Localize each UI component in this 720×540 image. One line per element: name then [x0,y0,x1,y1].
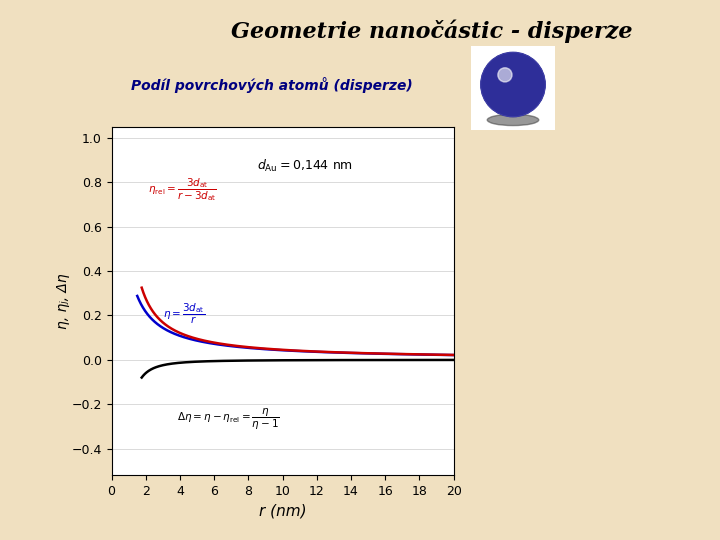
Circle shape [501,72,525,97]
Circle shape [485,56,541,113]
Circle shape [490,62,536,107]
Circle shape [495,66,531,103]
Circle shape [482,54,544,115]
X-axis label: r (nm): r (nm) [258,503,307,518]
Circle shape [508,79,518,90]
Circle shape [510,82,516,87]
Circle shape [487,59,539,110]
Circle shape [492,64,534,105]
Polygon shape [471,46,555,130]
Circle shape [487,58,539,111]
Circle shape [498,70,528,99]
Circle shape [491,63,535,106]
Circle shape [500,71,526,98]
Circle shape [495,67,531,102]
Circle shape [506,78,520,91]
Circle shape [508,80,518,89]
Circle shape [500,72,526,97]
Y-axis label: η, ηⱼ, Δη: η, ηⱼ, Δη [56,273,70,329]
Circle shape [500,71,526,98]
Circle shape [490,61,536,108]
Circle shape [508,79,518,90]
Circle shape [486,58,540,111]
Circle shape [509,80,517,89]
Circle shape [512,84,514,86]
Circle shape [504,76,522,93]
Circle shape [495,66,531,103]
Circle shape [482,53,544,116]
Circle shape [504,75,522,94]
Text: $d_{\rm Au} = 0{,}144\ {\rm nm}$: $d_{\rm Au} = 0{,}144\ {\rm nm}$ [257,158,353,174]
Circle shape [486,57,540,112]
Circle shape [488,59,538,110]
Text: $\eta_{\rm rel} = \dfrac{3d_{\rm at}}{r - 3d_{\rm at}}$: $\eta_{\rm rel} = \dfrac{3d_{\rm at}}{r … [148,176,217,202]
Circle shape [483,55,543,114]
Circle shape [482,53,544,116]
Circle shape [498,69,528,100]
Circle shape [490,62,536,107]
Circle shape [484,55,542,114]
Circle shape [506,77,520,92]
Text: $\Delta\eta = \eta - \eta_{\rm rel} = \dfrac{\eta}{\eta - 1}$: $\Delta\eta = \eta - \eta_{\rm rel} = \d… [176,407,279,431]
Circle shape [498,69,528,100]
Circle shape [502,73,524,96]
Circle shape [481,52,545,117]
Circle shape [510,81,516,88]
Circle shape [505,76,521,93]
Circle shape [510,82,516,87]
Ellipse shape [487,114,539,126]
Circle shape [502,73,524,96]
Text: $\eta = \dfrac{3d_{\rm at}}{r}$: $\eta = \dfrac{3d_{\rm at}}{r}$ [163,302,205,326]
Circle shape [488,60,538,109]
Circle shape [489,60,537,109]
Circle shape [485,57,541,112]
Circle shape [503,75,523,94]
Circle shape [493,65,533,104]
Circle shape [492,64,534,105]
Text: Podíl povrchových atomů (disperze): Podíl povrchových atomů (disperze) [131,77,413,93]
Circle shape [503,74,523,95]
Text: Geometrie nanočástic - disperze: Geometrie nanočástic - disperze [231,19,633,43]
Circle shape [484,56,542,113]
Circle shape [496,68,530,102]
Circle shape [505,77,521,92]
Circle shape [498,68,512,82]
Circle shape [499,70,527,99]
Circle shape [511,83,515,86]
Circle shape [494,65,532,104]
Circle shape [492,63,534,106]
Circle shape [497,68,529,101]
Circle shape [507,78,519,91]
